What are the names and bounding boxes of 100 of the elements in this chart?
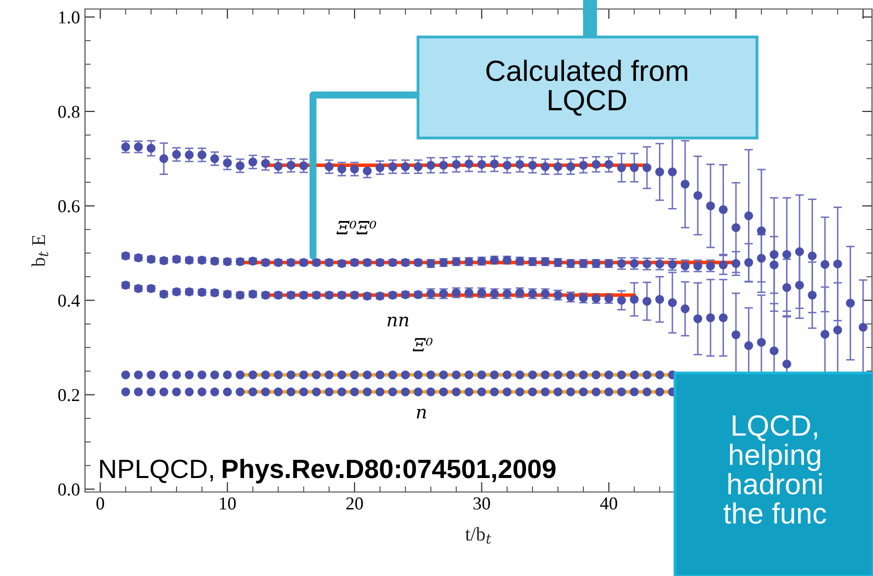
- annotation: Calculated from LQCD: [486, 60, 688, 116]
- point: [401, 370, 410, 380]
- series-label: Ξ⁰Ξ⁰: [336, 220, 376, 234]
- point: [744, 258, 754, 267]
- point: [261, 388, 270, 396]
- point: [554, 388, 562, 396]
- point: [782, 250, 792, 259]
- point: [732, 330, 740, 340]
- point: [439, 370, 448, 380]
- point: [121, 388, 130, 396]
- point: [376, 163, 384, 172]
- point: [693, 191, 702, 200]
- point: [350, 164, 359, 174]
- point: [388, 370, 398, 380]
- point: [172, 150, 181, 159]
- point: [617, 388, 626, 396]
- point: [236, 388, 245, 396]
- point: [248, 388, 258, 396]
- point: [146, 370, 156, 380]
- point: [388, 162, 398, 172]
- point: [770, 250, 778, 259]
- point: [388, 388, 398, 396]
- point: [286, 370, 296, 380]
- point: [756, 338, 766, 347]
- point: [439, 388, 448, 396]
- point: [236, 161, 245, 170]
- point: [604, 388, 614, 396]
- point: [159, 370, 168, 380]
- point: [502, 160, 512, 170]
- point: [210, 154, 220, 164]
- point: [604, 160, 614, 169]
- point: [808, 290, 817, 300]
- point: [540, 388, 550, 396]
- point: [452, 370, 461, 380]
- series-label: n: [416, 408, 426, 418]
- point: [795, 247, 804, 256]
- point: [350, 388, 359, 396]
- point: [515, 160, 524, 169]
- point: [159, 388, 168, 396]
- point: [718, 260, 728, 270]
- point: [299, 161, 308, 170]
- annotation: NPLQCD,: [100, 460, 213, 483]
- point: [376, 388, 384, 396]
- point: [464, 159, 474, 168]
- point: [452, 388, 461, 396]
- point: [477, 388, 486, 396]
- point: [490, 159, 499, 168]
- point: [312, 370, 321, 380]
- point: [223, 388, 232, 396]
- point: [566, 370, 576, 380]
- point: [515, 370, 524, 380]
- y-tick-label: 0.2: [58, 388, 80, 402]
- point: [312, 388, 321, 396]
- point: [833, 326, 842, 334]
- point: [820, 330, 830, 339]
- point: [426, 388, 436, 396]
- point: [668, 298, 677, 308]
- point: [820, 260, 830, 269]
- y-tick-label: 0.6: [58, 200, 80, 212]
- point: [134, 370, 143, 380]
- point: [426, 160, 436, 170]
- point: [630, 370, 639, 380]
- point: [642, 296, 652, 306]
- point: [337, 370, 346, 380]
- point: [642, 163, 652, 172]
- point: [833, 260, 842, 268]
- point: [362, 166, 372, 176]
- point: [592, 160, 600, 169]
- x-axis-title: t/b$_{t}$: [465, 527, 492, 544]
- point: [655, 388, 664, 396]
- point: [236, 370, 245, 380]
- point: [198, 388, 206, 396]
- point: [362, 388, 372, 396]
- point: [693, 314, 702, 324]
- point: [376, 370, 384, 380]
- point: [515, 388, 524, 396]
- point: [756, 226, 766, 236]
- point: [540, 370, 550, 380]
- y-axis-title: b$_{t}$ E: [31, 235, 48, 267]
- point: [579, 370, 588, 380]
- point: [566, 162, 576, 172]
- point: [350, 370, 359, 380]
- point: [337, 388, 346, 396]
- point: [401, 162, 410, 172]
- point: [286, 388, 296, 396]
- point: [668, 167, 677, 176]
- point: [414, 162, 422, 172]
- point: [630, 294, 639, 304]
- point: [210, 388, 220, 396]
- point: [706, 201, 715, 210]
- point: [439, 160, 448, 170]
- point: [617, 163, 626, 172]
- point: [324, 370, 334, 380]
- point: [477, 370, 486, 380]
- point: [261, 370, 270, 380]
- point: [274, 388, 283, 396]
- point: [286, 160, 296, 170]
- point: [299, 388, 308, 396]
- point: [172, 370, 181, 380]
- x-tick-label: 30: [474, 497, 490, 510]
